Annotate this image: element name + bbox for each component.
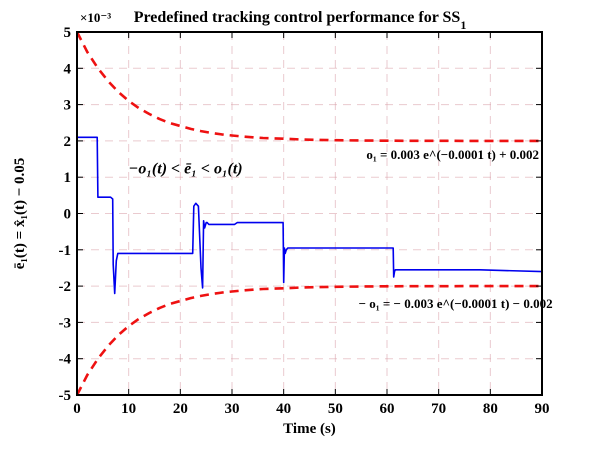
y-tick-label: 2 [64,134,72,150]
x-tick-label: 60 [380,401,395,417]
y-tick-label: 3 [64,98,72,114]
x-tick-label: 70 [431,401,446,417]
x-tick-label: 50 [328,401,343,417]
x-axis-label: Time (s) [283,421,336,437]
x-tick-label: 20 [173,401,188,417]
x-tick-label: 10 [121,401,136,417]
y-tick-label: 4 [64,61,72,77]
series-line-1 [77,136,543,295]
series-line-2 [75,31,542,143]
chart-title-sub: 1 [460,18,466,32]
annotation-inequality: −o₁(t) < ē₁ < o₁(t) [129,161,243,178]
x-tick-label: 80 [483,401,498,417]
y-tick-label: -3 [59,315,72,331]
annotation-lower-bound: − o₁ = − 0.003 e^(−0.0001 t) − 0.002 [359,296,553,311]
y-tick-label: -5 [59,388,72,404]
x-tick-label: 30 [225,401,240,417]
chart-title-main: Predefined tracking control performance … [134,9,461,26]
y-scale-exponent: ×10⁻³ [80,10,111,25]
y-tick-label: 5 [64,25,72,41]
series-layer [75,31,543,396]
grid [77,32,542,395]
x-tick-label: 90 [535,401,550,417]
series-line-3 [75,284,542,396]
y-tick-label: -4 [59,352,72,368]
y-tick-label: -2 [59,279,72,295]
y-axis-label: ē₁(t) = x̂₁(t) − 0.05 [12,158,28,269]
y-tick-label: -1 [59,243,72,259]
y-tick-label: 1 [64,170,72,186]
x-tick-label: 0 [73,401,81,417]
y-tick-label: 0 [64,207,72,223]
x-tick-label: 40 [276,401,291,417]
annotation-upper-bound: o₁ = 0.003 e^(−0.0001 t) + 0.002 [366,147,539,162]
ticks: 0 10 20 30 40 50 60 70 80 90 -5 -4 -3 -2 -1 0 1 2 3 4 5 [59,25,550,417]
chart-title: Predefined tracking control performance … [134,9,467,32]
